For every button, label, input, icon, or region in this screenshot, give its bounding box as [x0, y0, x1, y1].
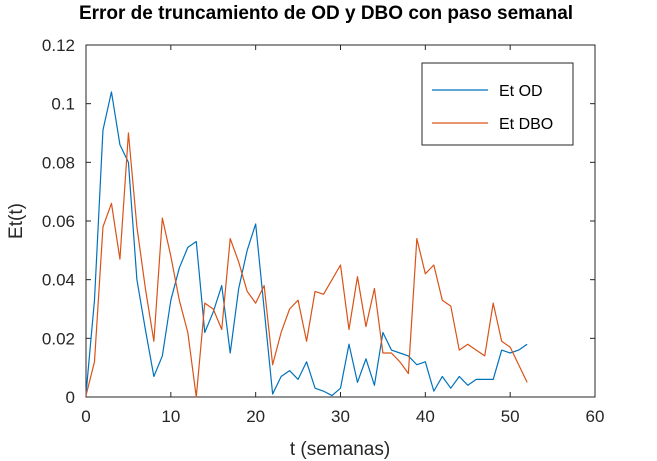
- legend-label-od: Et OD: [499, 83, 543, 100]
- y-axis-label: Et(t): [6, 203, 27, 239]
- series-line-et-od: [85, 91, 528, 397]
- y-tick-label: 0.12: [42, 36, 75, 55]
- legend: Et OD Et DBO: [421, 62, 574, 146]
- x-axis: 0 10 20 30 40 50 60: [81, 45, 604, 426]
- y-tick-label: 0.04: [42, 271, 75, 290]
- y-tick-label: 0.02: [42, 329, 75, 348]
- legend-label-dbo: Et DBO: [499, 116, 553, 133]
- x-tick-label: 20: [246, 407, 265, 426]
- x-axis-label: t (semanas): [290, 439, 390, 460]
- y-tick-label: 0: [66, 388, 75, 407]
- series-line-et-dbo: [85, 132, 528, 398]
- y-tick-label: 0.08: [42, 153, 75, 172]
- x-tick-label: 50: [501, 407, 520, 426]
- x-tick-label: 10: [161, 407, 180, 426]
- x-tick-label: 40: [416, 407, 435, 426]
- series-layer: [85, 91, 528, 398]
- y-axis: 0 0.02 0.04 0.06 0.08 0.1 0.12: [42, 36, 595, 407]
- chart-title: Error de truncamiento de OD y DBO con pa…: [79, 3, 573, 24]
- y-tick-label: 0.1: [51, 95, 75, 114]
- x-tick-label: 60: [586, 407, 605, 426]
- y-tick-label: 0.06: [42, 212, 75, 231]
- legend-box: [421, 62, 574, 146]
- x-tick-label: 30: [331, 407, 350, 426]
- x-tick-label: 0: [81, 407, 90, 426]
